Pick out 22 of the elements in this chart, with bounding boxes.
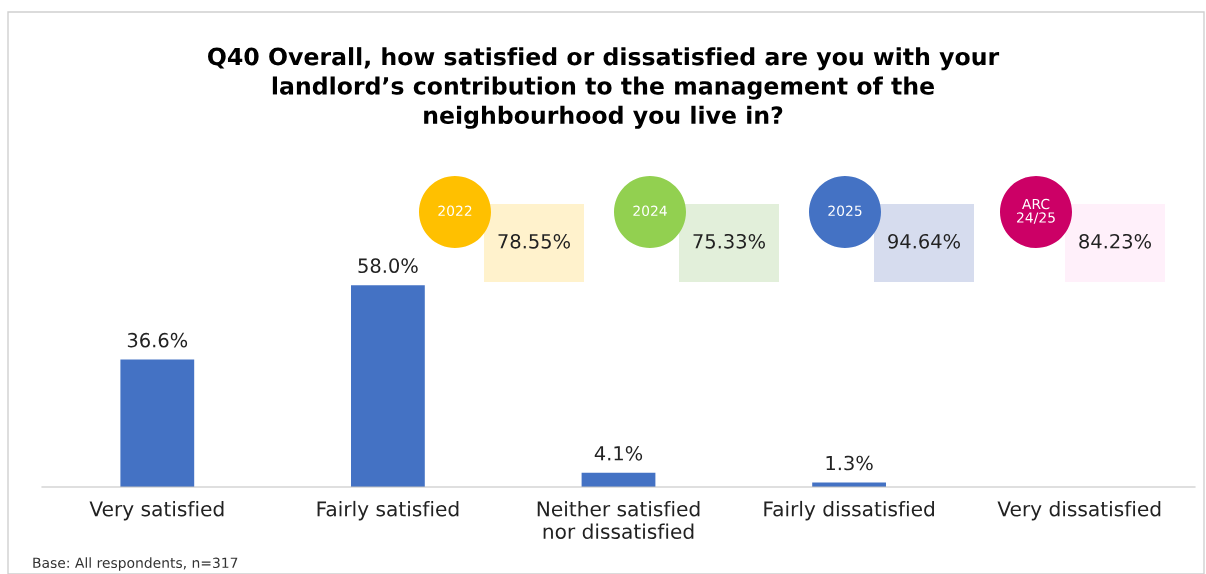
text: 84.23% [1079,233,1151,249]
text: 2022 [438,205,472,217]
data-label: 36.6% [127,332,188,348]
text: Base: All respondents, n=317 [33,557,238,571]
text: 78.55% [498,233,570,249]
bar [581,472,656,487]
data-label: 58.0% [358,258,418,274]
text: 2025 [828,205,862,217]
text: 75.33% [693,233,765,249]
x-tick-label: Fairly dissatisfied [764,500,934,521]
x-tick-label: Fairly satisfied [317,500,459,521]
text: 2024 [633,205,667,217]
data-label: 4.1% [594,445,643,461]
data-label: 1.3% [826,455,873,471]
bar [351,285,425,487]
x-tick-label: Neither satisfied nor dissatisfied [537,500,700,540]
x-tick-label: Very dissatisfied [997,500,1161,521]
text: ARC 24/25 [1017,198,1055,224]
text: 94.64% [888,233,960,249]
chart-title: Q40 Overall, how satisfied or dissatisfied are you with your landlord’s contribution to the management of the neighbourhood you live in? [208,47,1000,129]
bar [120,359,195,487]
x-tick-label: Very satisfied [89,500,224,521]
